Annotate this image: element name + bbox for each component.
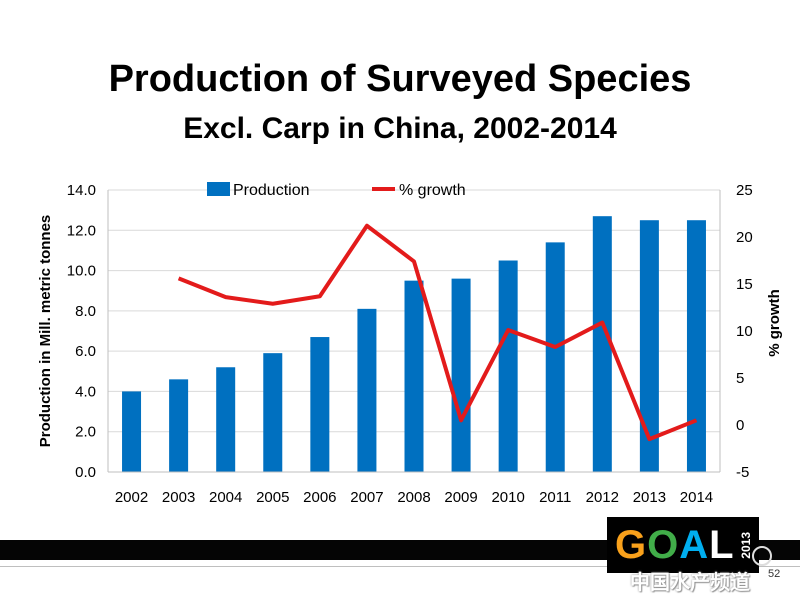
bar bbox=[169, 379, 189, 472]
y-tick-label: 10.0 bbox=[67, 263, 96, 280]
footer-bar bbox=[0, 540, 800, 560]
logo-letter: G bbox=[615, 522, 648, 567]
bar bbox=[545, 242, 565, 472]
bar bbox=[404, 280, 424, 472]
y2-tick-label: 20 bbox=[736, 229, 753, 246]
x-tick-label: 2005 bbox=[256, 489, 289, 506]
y-tick-label: 0.0 bbox=[75, 464, 96, 481]
growth-line bbox=[177, 223, 698, 442]
bar bbox=[686, 220, 706, 472]
logo-letter: O bbox=[647, 522, 680, 567]
slide-title: Production of Surveyed Species bbox=[108, 58, 692, 100]
slide-subtitle: Excl. Carp in China, 2002-2014 bbox=[183, 112, 617, 145]
x-tick-label: 2009 bbox=[444, 489, 477, 506]
page-number: 52 bbox=[768, 568, 781, 580]
logo-year: 2013 bbox=[738, 531, 753, 559]
y-tick-label: 2.0 bbox=[75, 424, 96, 441]
bar bbox=[451, 278, 471, 472]
x-tick-label: 2008 bbox=[397, 489, 430, 506]
logo-letter: L bbox=[709, 522, 735, 567]
goal-logo: GOAL 2013 bbox=[607, 517, 759, 573]
bar bbox=[498, 260, 518, 472]
x-tick-label: 2011 bbox=[539, 489, 571, 506]
y2-tick-label: -5 bbox=[736, 464, 749, 481]
bar bbox=[310, 337, 330, 472]
x-tick-label: 2010 bbox=[491, 489, 524, 506]
globe-icon bbox=[752, 546, 772, 566]
x-tick-label: 2002 bbox=[115, 489, 148, 506]
y2-tick-label: 25 bbox=[736, 182, 753, 199]
x-tick-label: 2013 bbox=[633, 489, 666, 506]
y2-tick-label: 10 bbox=[736, 323, 753, 340]
logo-letter: A bbox=[679, 522, 710, 567]
footer-divider bbox=[0, 566, 800, 567]
y2-tick-label: 5 bbox=[736, 370, 744, 387]
bar bbox=[592, 216, 612, 472]
y2-tick-label: 15 bbox=[736, 276, 753, 293]
watermark: 中国水产频道 bbox=[630, 572, 750, 594]
x-tick-label: 2006 bbox=[303, 489, 336, 506]
legend-label-growth: % growth bbox=[399, 182, 466, 199]
y2-axis-title: % growth bbox=[766, 289, 783, 357]
y-tick-label: 6.0 bbox=[75, 343, 96, 360]
y-tick-label: 14.0 bbox=[67, 182, 96, 199]
x-tick-label: 2014 bbox=[680, 489, 713, 506]
bar bbox=[122, 391, 142, 472]
bar bbox=[639, 220, 659, 472]
bar bbox=[263, 353, 283, 472]
x-tick-label: 2007 bbox=[350, 489, 383, 506]
y-axis-title: Production in Mill. metric tonnes bbox=[37, 215, 54, 448]
y2-tick-label: 0 bbox=[736, 417, 744, 434]
legend-label-production: Production bbox=[233, 182, 310, 199]
y-tick-label: 4.0 bbox=[75, 383, 96, 400]
legend-swatch-production bbox=[207, 182, 230, 196]
logo-lettering: GOAL bbox=[615, 523, 735, 568]
x-tick-label: 2012 bbox=[586, 489, 619, 506]
bar bbox=[357, 308, 377, 472]
bar bbox=[216, 367, 236, 472]
x-tick-label: 2004 bbox=[209, 489, 242, 506]
y-tick-label: 12.0 bbox=[67, 222, 96, 239]
x-tick-label: 2003 bbox=[162, 489, 195, 506]
y-tick-label: 8.0 bbox=[75, 303, 96, 320]
